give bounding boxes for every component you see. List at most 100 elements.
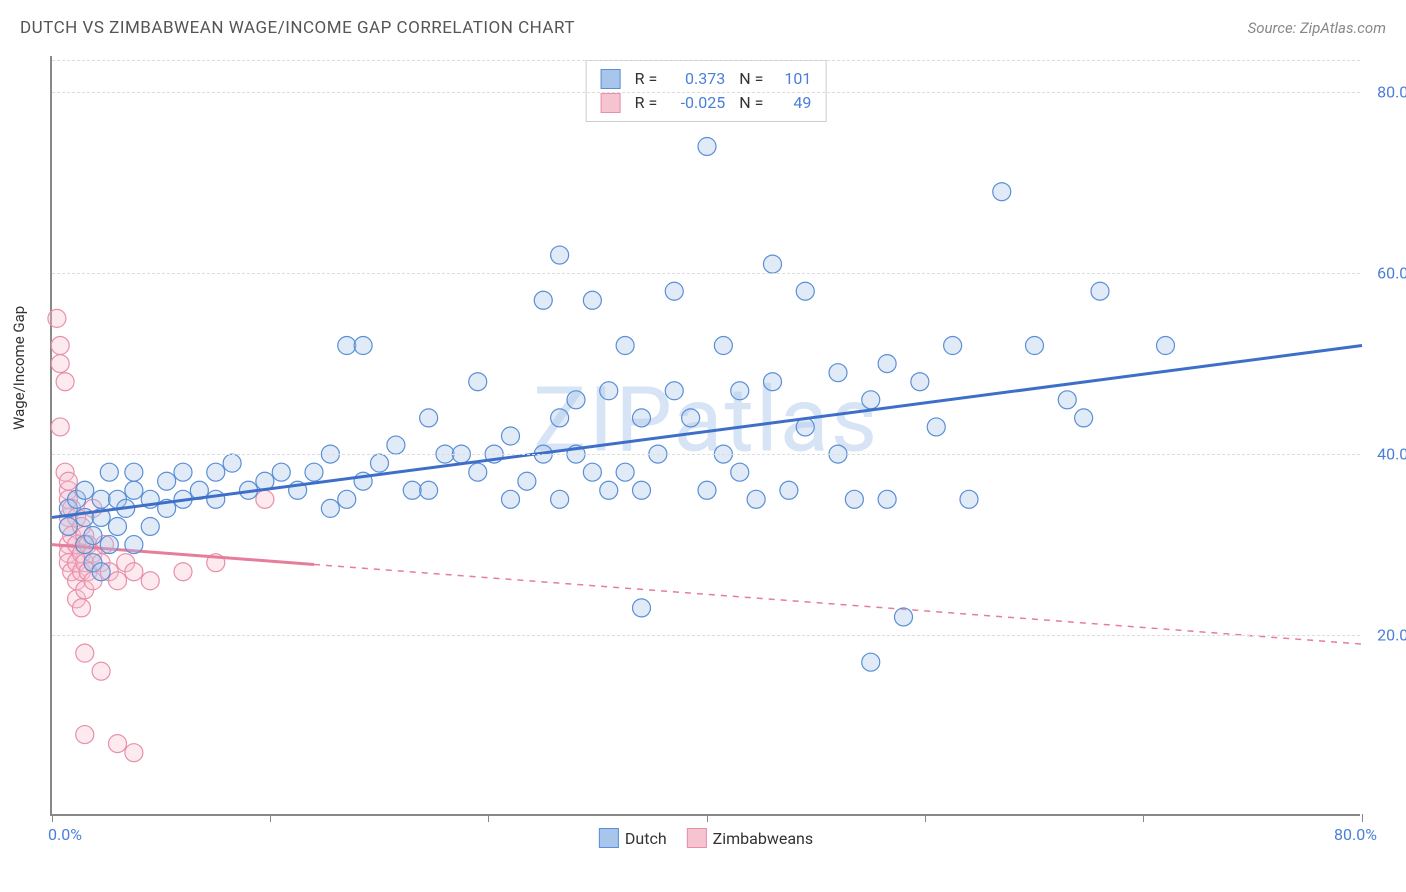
gridline	[52, 92, 1360, 93]
data-point	[420, 409, 438, 427]
data-point	[665, 282, 683, 300]
data-point	[109, 572, 127, 590]
x-tick-label: 0.0%	[48, 825, 82, 844]
trend-line-dashed	[314, 564, 1362, 644]
data-point	[109, 735, 127, 753]
data-point	[698, 481, 716, 499]
data-point	[731, 382, 749, 400]
x-tick	[925, 814, 926, 822]
data-point	[305, 463, 323, 481]
plot-area: ZIPatlas R =0.373N =101R =-0.025N =49 Du…	[50, 56, 1360, 816]
data-point	[551, 246, 569, 264]
data-point	[223, 454, 241, 472]
data-point	[125, 536, 143, 554]
y-tick-label: 40.0%	[1377, 445, 1406, 464]
data-point	[100, 463, 118, 481]
x-tick	[707, 814, 708, 822]
data-point	[125, 744, 143, 762]
data-point	[125, 563, 143, 581]
data-point	[469, 373, 487, 391]
y-tick-label: 20.0%	[1377, 626, 1406, 645]
legend-row: R = -0.025 N = 49	[601, 91, 812, 115]
data-point	[338, 490, 356, 508]
data-point	[256, 490, 274, 508]
legend-r-value: -0.025	[665, 91, 725, 115]
data-point	[92, 563, 110, 581]
legend-r-label: R =	[635, 91, 658, 115]
data-point	[534, 291, 552, 309]
chart-title: DUTCH VS ZIMBABWEAN WAGE/INCOME GAP CORR…	[20, 18, 575, 38]
series-legend: Dutch Zimbabweans	[599, 828, 813, 848]
legend-n-label: N =	[739, 91, 763, 115]
data-point	[48, 309, 66, 327]
data-point	[51, 418, 69, 436]
legend-n-value: 101	[771, 67, 811, 91]
data-point	[845, 490, 863, 508]
data-point	[944, 337, 962, 355]
data-point	[551, 409, 569, 427]
data-point	[502, 490, 520, 508]
data-point	[502, 427, 520, 445]
series-legend-item: Zimbabweans	[687, 828, 813, 848]
data-point	[174, 463, 192, 481]
x-tick	[488, 814, 489, 822]
data-point	[633, 409, 651, 427]
x-tick-label: 80.0%	[1334, 825, 1377, 844]
gridline	[52, 60, 1360, 61]
data-point	[878, 490, 896, 508]
series-label: Zimbabweans	[713, 829, 813, 848]
data-point	[51, 337, 69, 355]
data-point	[125, 481, 143, 499]
series-label: Dutch	[625, 829, 667, 848]
data-point	[72, 599, 90, 617]
data-point	[207, 463, 225, 481]
data-point	[911, 373, 929, 391]
legend-n-label: N =	[739, 67, 763, 91]
x-tick	[270, 814, 271, 822]
data-point	[1075, 409, 1093, 427]
data-point	[862, 653, 880, 671]
data-point	[1026, 337, 1044, 355]
data-point	[92, 662, 110, 680]
data-point	[109, 517, 127, 535]
data-point	[682, 409, 700, 427]
data-point	[665, 382, 683, 400]
x-tick	[1362, 814, 1363, 822]
data-point	[1157, 337, 1175, 355]
data-point	[371, 454, 389, 472]
data-point	[764, 255, 782, 273]
data-point	[600, 481, 618, 499]
y-axis-label: Wage/Income Gap	[10, 306, 28, 430]
data-point	[469, 463, 487, 481]
data-point	[731, 463, 749, 481]
series-legend-item: Dutch	[599, 828, 667, 848]
data-point	[387, 436, 405, 454]
data-point	[1091, 282, 1109, 300]
correlation-legend: R = 0.373 N = 101R = -0.025 N = 49	[586, 60, 827, 122]
data-point	[141, 572, 159, 590]
data-point	[76, 726, 94, 744]
data-point	[207, 490, 225, 508]
data-point	[125, 463, 143, 481]
data-point	[84, 527, 102, 545]
legend-n-value: 49	[771, 91, 811, 115]
data-point	[567, 391, 585, 409]
legend-swatch	[601, 93, 621, 113]
gridline	[52, 273, 1360, 274]
data-point	[354, 337, 372, 355]
data-point	[960, 490, 978, 508]
data-point	[796, 282, 814, 300]
legend-r-value: 0.373	[665, 67, 725, 91]
data-point	[862, 391, 880, 409]
data-point	[698, 137, 716, 155]
data-point	[420, 481, 438, 499]
data-point	[174, 563, 192, 581]
data-point	[829, 364, 847, 382]
data-point	[518, 472, 536, 490]
data-point	[616, 337, 634, 355]
data-point	[51, 355, 69, 373]
data-point	[714, 337, 732, 355]
data-point	[780, 481, 798, 499]
legend-swatch	[687, 828, 707, 848]
data-point	[59, 517, 77, 535]
